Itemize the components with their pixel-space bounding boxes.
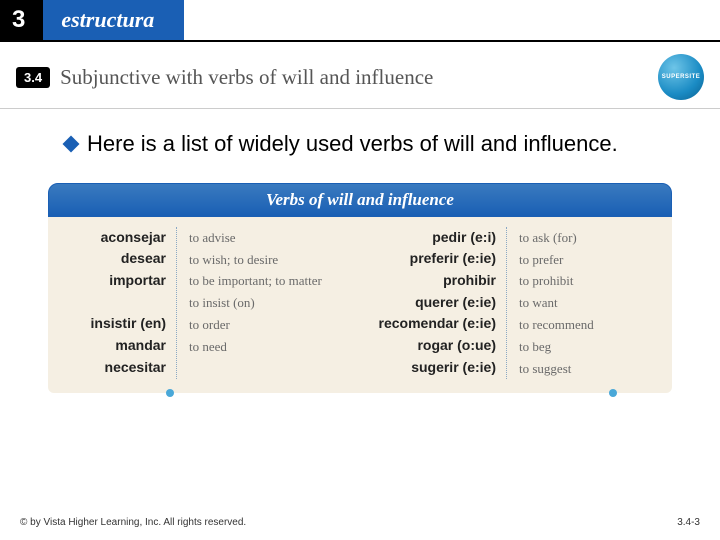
section-row: 3.4 Subjunctive with verbs of will and i… xyxy=(0,42,720,109)
verb: insistir (en) xyxy=(66,313,166,335)
def: to prefer xyxy=(519,249,646,271)
verb: querer (e:ie) xyxy=(336,292,496,314)
page-number: 3.4-3 xyxy=(677,517,700,528)
verb: pedir (e:i) xyxy=(336,227,496,249)
def: to want xyxy=(519,292,646,314)
right-verbs: pedir (e:i) preferir (e:ie) prohibir que… xyxy=(336,227,506,380)
verb-table: Verbs of will and influence aconsejar de… xyxy=(48,183,672,398)
def: to beg xyxy=(519,336,646,358)
def: to suggest xyxy=(519,358,646,380)
table-body: aconsejar desear importar insistir (en) … xyxy=(48,217,672,394)
dot-icon xyxy=(166,389,174,397)
verb: importar xyxy=(66,270,166,292)
def: to order xyxy=(189,314,336,336)
intro-text: Here is a list of widely used verbs of w… xyxy=(0,109,720,175)
def: to need xyxy=(189,336,336,358)
estructura-label: estructura xyxy=(43,0,184,40)
verb: prohibir xyxy=(336,270,496,292)
left-verbs: aconsejar desear importar insistir (en) … xyxy=(66,227,176,380)
verb: desear xyxy=(66,248,166,270)
section-title: Subjunctive with verbs of will and influ… xyxy=(60,65,433,90)
verb: aconsejar xyxy=(66,227,166,249)
header-bar: 3 estructura xyxy=(0,0,720,42)
def: to insist (on) xyxy=(189,292,336,314)
verb: preferir (e:ie) xyxy=(336,248,496,270)
table-title: Verbs of will and influence xyxy=(48,183,672,217)
right-defs: to ask (for) to prefer to prohibit to wa… xyxy=(506,227,646,380)
def: to wish; to desire xyxy=(189,249,336,271)
left-defs: to advise to wish; to desire to be impor… xyxy=(176,227,336,380)
chapter-number: 3 xyxy=(0,0,43,40)
footer: © by Vista Higher Learning, Inc. All rig… xyxy=(20,517,700,528)
def: to recommend xyxy=(519,314,646,336)
verb: sugerir (e:ie) xyxy=(336,357,496,379)
def: to prohibit xyxy=(519,270,646,292)
def: to be important; to matter xyxy=(189,270,336,292)
def: to ask (for) xyxy=(519,227,646,249)
verb: necesitar xyxy=(66,357,166,379)
verb: recomendar (e:ie) xyxy=(336,313,496,335)
dot-icon xyxy=(609,389,617,397)
decorative-dots xyxy=(166,389,672,397)
section-number: 3.4 xyxy=(16,67,50,88)
supersite-icon: SUPERSITE xyxy=(658,54,704,100)
verb: mandar xyxy=(66,335,166,357)
intro-content: Here is a list of widely used verbs of w… xyxy=(87,131,618,156)
def: to advise xyxy=(189,227,336,249)
verb: rogar (o:ue) xyxy=(336,335,496,357)
diamond-bullet-icon xyxy=(63,136,80,153)
verb xyxy=(66,292,166,314)
copyright: © by Vista Higher Learning, Inc. All rig… xyxy=(20,517,246,528)
